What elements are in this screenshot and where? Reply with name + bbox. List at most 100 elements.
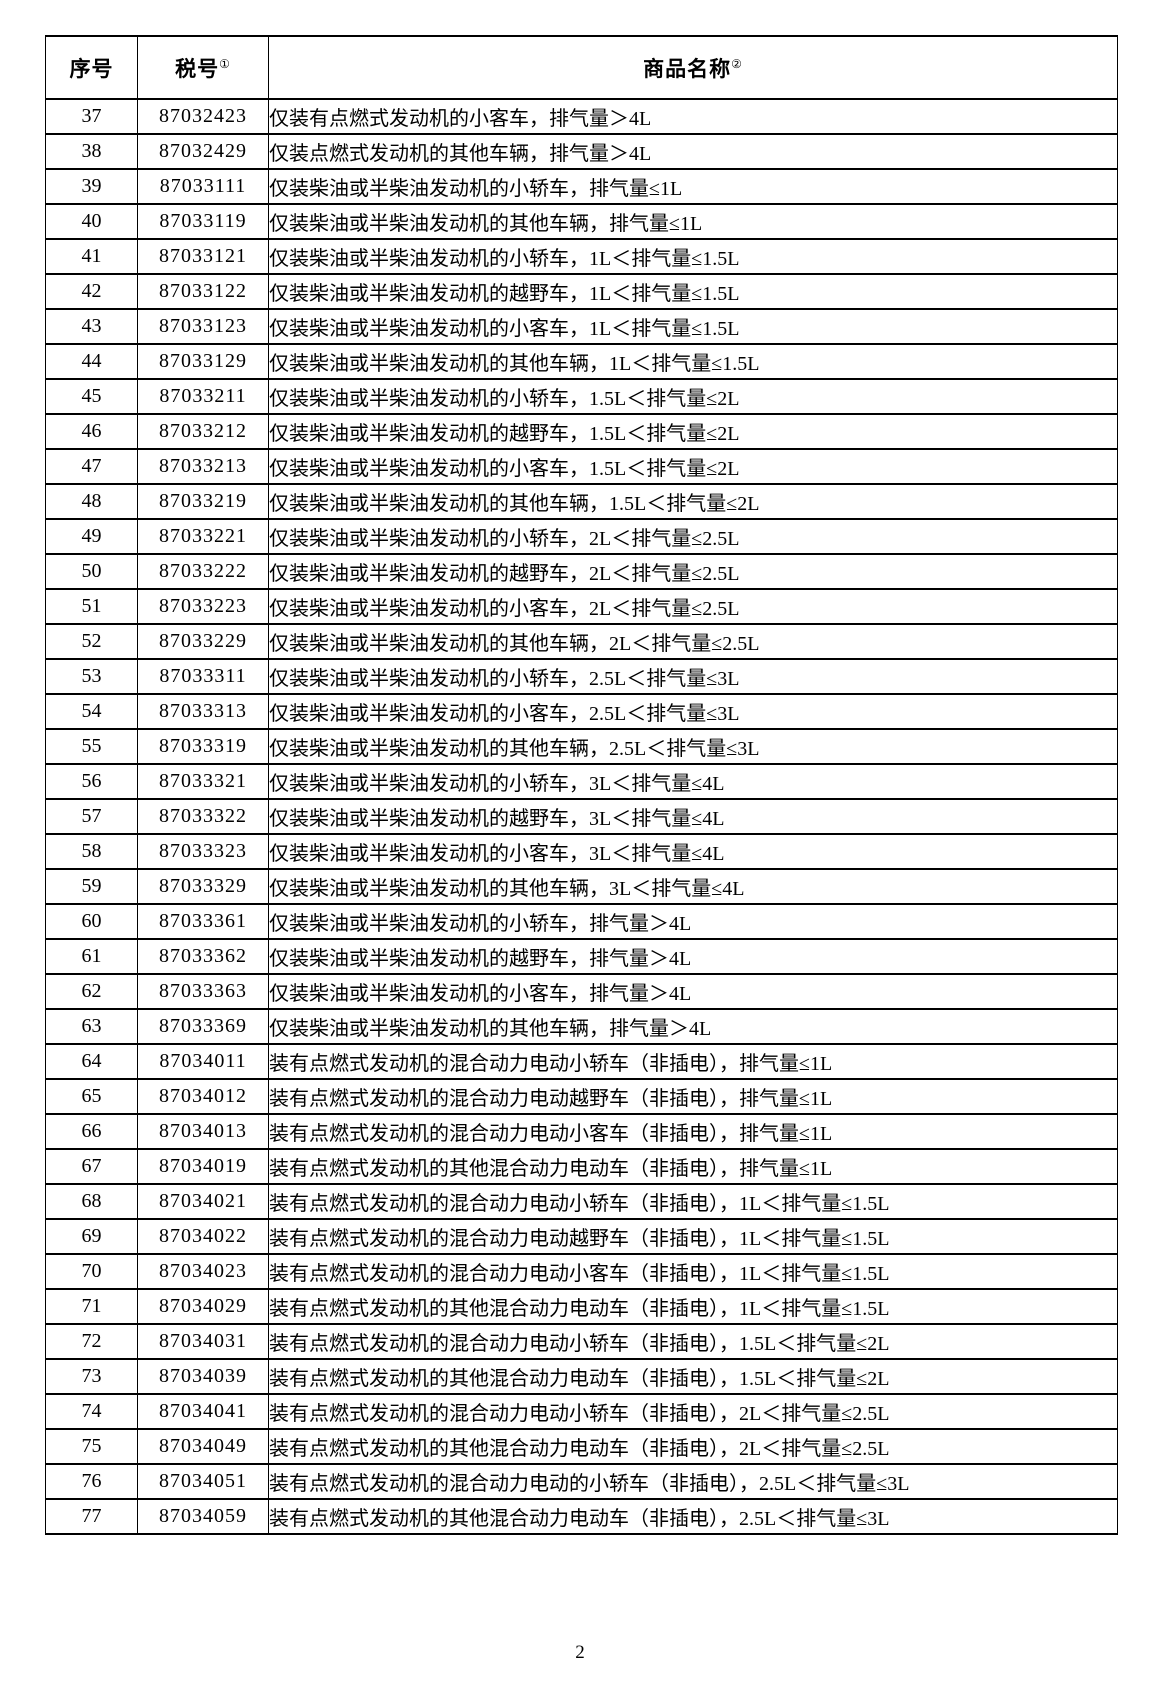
cell-serial-number: 61 [45, 938, 138, 975]
cell-tax-code: 87033362 [137, 938, 269, 975]
cell-serial-number: 52 [45, 623, 138, 660]
cell-tax-code: 87033119 [137, 203, 269, 240]
table-row: 71 87034029 装有点燃式发动机的其他混合动力电动车（非插电），1L＜排气量… [45, 1288, 1118, 1325]
table-row: 53 87033311 仅装柴油或半柴油发动机的小轿车，2.5L＜排气量≤3L [45, 658, 1118, 695]
table-row: 66 87034013 装有点燃式发动机的混合动力电动小客车（非插电），排气量≤1L [45, 1113, 1118, 1150]
cell-tax-code: 87033221 [137, 518, 269, 555]
cell-tax-code: 87033361 [137, 903, 269, 940]
table-row: 44 87033129 仅装柴油或半柴油发动机的其他车辆，1L＜排气量≤1.5L [45, 343, 1118, 380]
cell-tax-code: 87033323 [137, 833, 269, 870]
table-row: 39 87033111 仅装柴油或半柴油发动机的小轿车，排气量≤1L [45, 168, 1118, 205]
cell-serial-number: 41 [45, 238, 138, 275]
cell-tax-code: 87033129 [137, 343, 269, 380]
cell-commodity-name: 装有点燃式发动机的其他混合动力电动车（非插电），2.5L＜排气量≤3L [268, 1498, 1118, 1535]
cell-commodity-name: 仅装柴油或半柴油发动机的越野车，1.5L＜排气量≤2L [268, 413, 1118, 450]
table-row: 67 87034019 装有点燃式发动机的其他混合动力电动车（非插电），排气量≤1L [45, 1148, 1118, 1185]
cell-commodity-name: 仅装柴油或半柴油发动机的小轿车，1L＜排气量≤1.5L [268, 238, 1118, 275]
cell-serial-number: 54 [45, 693, 138, 730]
cell-tax-code: 87033211 [137, 378, 269, 415]
table-header-row: 序号 税号① 商品名称② [45, 35, 1118, 100]
cell-commodity-name: 仅装柴油或半柴油发动机的小客车，2L＜排气量≤2.5L [268, 588, 1118, 625]
cell-commodity-name: 装有点燃式发动机的混合动力电动小轿车（非插电），排气量≤1L [268, 1043, 1118, 1080]
cell-commodity-name: 仅装柴油或半柴油发动机的小客车，1L＜排气量≤1.5L [268, 308, 1118, 345]
cell-serial-number: 69 [45, 1218, 138, 1255]
cell-serial-number: 70 [45, 1253, 138, 1290]
cell-serial-number: 44 [45, 343, 138, 380]
table-row: 50 87033222 仅装柴油或半柴油发动机的越野车，2L＜排气量≤2.5L [45, 553, 1118, 590]
table-row: 45 87033211 仅装柴油或半柴油发动机的小轿车，1.5L＜排气量≤2L [45, 378, 1118, 415]
cell-commodity-name: 仅装柴油或半柴油发动机的小客车，排气量＞4L [268, 973, 1118, 1010]
cell-tax-code: 87032423 [137, 98, 269, 135]
cell-tax-code: 87034039 [137, 1358, 269, 1395]
cell-commodity-name: 仅装柴油或半柴油发动机的小轿车，排气量＞4L [268, 903, 1118, 940]
table-row: 46 87033212 仅装柴油或半柴油发动机的越野车，1.5L＜排气量≤2L [45, 413, 1118, 450]
header-commodity-name: 商品名称② [268, 35, 1118, 100]
cell-commodity-name: 装有点燃式发动机的混合动力电动的小轿车（非插电），2.5L＜排气量≤3L [268, 1463, 1118, 1500]
cell-commodity-name: 装有点燃式发动机的混合动力电动小客车（非插电），1L＜排气量≤1.5L [268, 1253, 1118, 1290]
cell-serial-number: 77 [45, 1498, 138, 1535]
cell-tax-code: 87034041 [137, 1393, 269, 1430]
header-serial-number: 序号 [45, 35, 138, 100]
table-row: 63 87033369 仅装柴油或半柴油发动机的其他车辆，排气量＞4L [45, 1008, 1118, 1045]
cell-serial-number: 63 [45, 1008, 138, 1045]
cell-tax-code: 87033321 [137, 763, 269, 800]
cell-serial-number: 43 [45, 308, 138, 345]
cell-commodity-name: 仅装柴油或半柴油发动机的越野车，3L＜排气量≤4L [268, 798, 1118, 835]
cell-serial-number: 75 [45, 1428, 138, 1465]
table-row: 40 87033119 仅装柴油或半柴油发动机的其他车辆，排气量≤1L [45, 203, 1118, 240]
cell-tax-code: 87033363 [137, 973, 269, 1010]
cell-tax-code: 87033111 [137, 168, 269, 205]
cell-tax-code: 87033313 [137, 693, 269, 730]
cell-tax-code: 87033122 [137, 273, 269, 310]
table-row: 52 87033229 仅装柴油或半柴油发动机的其他车辆，2L＜排气量≤2.5L [45, 623, 1118, 660]
cell-tax-code: 87033322 [137, 798, 269, 835]
cell-tax-code: 87033212 [137, 413, 269, 450]
cell-tax-code: 87033123 [137, 308, 269, 345]
cell-commodity-name: 仅装柴油或半柴油发动机的其他车辆，3L＜排气量≤4L [268, 868, 1118, 905]
cell-commodity-name: 装有点燃式发动机的混合动力电动越野车（非插电），1L＜排气量≤1.5L [268, 1218, 1118, 1255]
cell-serial-number: 55 [45, 728, 138, 765]
table-row: 61 87033362 仅装柴油或半柴油发动机的越野车，排气量＞4L [45, 938, 1118, 975]
cell-tax-code: 87033229 [137, 623, 269, 660]
cell-commodity-name: 仅装柴油或半柴油发动机的小客车，1.5L＜排气量≤2L [268, 448, 1118, 485]
cell-serial-number: 59 [45, 868, 138, 905]
cell-commodity-name: 装有点燃式发动机的混合动力电动小客车（非插电），排气量≤1L [268, 1113, 1118, 1150]
table-row: 54 87033313 仅装柴油或半柴油发动机的小客车，2.5L＜排气量≤3L [45, 693, 1118, 730]
header-serial-number-label: 序号 [69, 56, 114, 81]
cell-serial-number: 68 [45, 1183, 138, 1220]
cell-commodity-name: 仅装柴油或半柴油发动机的其他车辆，排气量≤1L [268, 203, 1118, 240]
cell-tax-code: 87033329 [137, 868, 269, 905]
table-row: 60 87033361 仅装柴油或半柴油发动机的小轿车，排气量＞4L [45, 903, 1118, 940]
cell-serial-number: 72 [45, 1323, 138, 1360]
cell-serial-number: 37 [45, 98, 138, 135]
cell-serial-number: 74 [45, 1393, 138, 1430]
table-row: 56 87033321 仅装柴油或半柴油发动机的小轿车，3L＜排气量≤4L [45, 763, 1118, 800]
cell-commodity-name: 装有点燃式发动机的其他混合动力电动车（非插电），1.5L＜排气量≤2L [268, 1358, 1118, 1395]
cell-commodity-name: 装有点燃式发动机的其他混合动力电动车（非插电），1L＜排气量≤1.5L [268, 1288, 1118, 1325]
cell-tax-code: 87033219 [137, 483, 269, 520]
table-row: 43 87033123 仅装柴油或半柴油发动机的小客车，1L＜排气量≤1.5L [45, 308, 1118, 345]
cell-commodity-name: 装有点燃式发动机的混合动力电动越野车（非插电），排气量≤1L [268, 1078, 1118, 1115]
cell-tax-code: 87034012 [137, 1078, 269, 1115]
cell-commodity-name: 仅装柴油或半柴油发动机的其他车辆，2L＜排气量≤2.5L [268, 623, 1118, 660]
cell-tax-code: 87033222 [137, 553, 269, 590]
cell-serial-number: 58 [45, 833, 138, 870]
cell-commodity-name: 装有点燃式发动机的其他混合动力电动车（非插电），2L＜排气量≤2.5L [268, 1428, 1118, 1465]
cell-commodity-name: 装有点燃式发动机的混合动力电动小轿车（非插电），2L＜排气量≤2.5L [268, 1393, 1118, 1430]
table-row: 73 87034039 装有点燃式发动机的其他混合动力电动车（非插电），1.5L＜排… [45, 1358, 1118, 1395]
cell-serial-number: 42 [45, 273, 138, 310]
table-row: 75 87034049 装有点燃式发动机的其他混合动力电动车（非插电），2L＜排气量… [45, 1428, 1118, 1465]
cell-serial-number: 50 [45, 553, 138, 590]
cell-tax-code: 87033223 [137, 588, 269, 625]
cell-commodity-name: 仅装柴油或半柴油发动机的小轿车，排气量≤1L [268, 168, 1118, 205]
table-row: 51 87033223 仅装柴油或半柴油发动机的小客车，2L＜排气量≤2.5L [45, 588, 1118, 625]
table-row: 69 87034022 装有点燃式发动机的混合动力电动越野车（非插电），1L＜排气量… [45, 1218, 1118, 1255]
table-row: 47 87033213 仅装柴油或半柴油发动机的小客车，1.5L＜排气量≤2L [45, 448, 1118, 485]
cell-commodity-name: 仅装柴油或半柴油发动机的越野车，2L＜排气量≤2.5L [268, 553, 1118, 590]
cell-commodity-name: 仅装柴油或半柴油发动机的其他车辆，2.5L＜排气量≤3L [268, 728, 1118, 765]
cell-serial-number: 62 [45, 973, 138, 1010]
cell-serial-number: 73 [45, 1358, 138, 1395]
table-row: 74 87034041 装有点燃式发动机的混合动力电动小轿车（非插电），2L＜排气量… [45, 1393, 1118, 1430]
cell-serial-number: 38 [45, 133, 138, 170]
